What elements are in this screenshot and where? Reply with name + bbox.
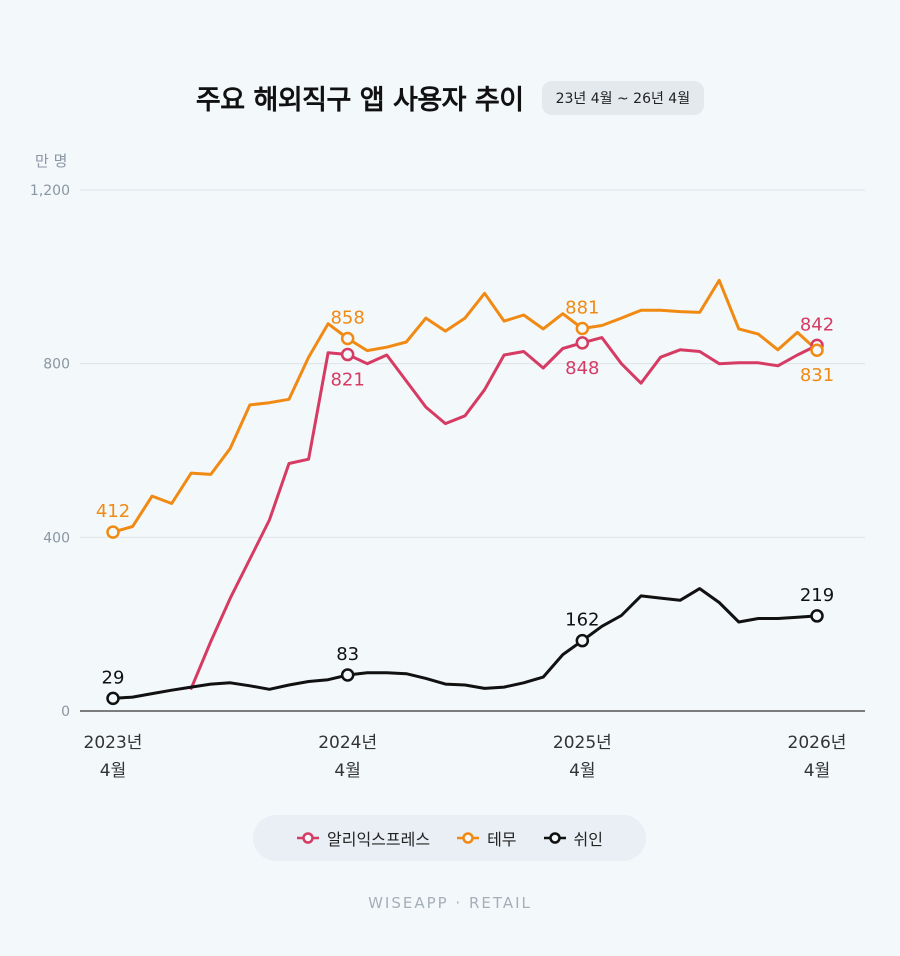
data-label: 842: [800, 314, 834, 335]
x-tick-label-year: 2024년: [318, 733, 377, 753]
x-tick-label-year: 2025년: [553, 733, 612, 753]
data-point-marker: [575, 321, 590, 336]
data-label: 412: [96, 501, 130, 522]
y-tick-label: 1,200: [30, 183, 70, 199]
data-point-marker: [575, 336, 590, 350]
x-axis-ticks: 2023년 4월 2024년 4월 2025년 4월 2026년 4월: [84, 733, 847, 781]
period-badge: 23년 4월 ~ 26년 4월: [541, 80, 705, 115]
footer-brand: WISEAPP · RETAIL: [368, 894, 532, 912]
line-chart: 0 400 800 1,200 2023년 4월 2024년 4월 2025년 4월 2026년 4…: [30, 183, 865, 781]
gridlines: [80, 189, 865, 712]
data-point-marker: [810, 609, 824, 623]
series-markers: [106, 321, 824, 706]
legend: 알리익스프레스 테무 쉬인: [253, 815, 646, 861]
x-tick-label-year: 2026년: [788, 733, 847, 753]
y-tick-label: 0: [61, 704, 70, 720]
y-axis-ticks: 0 400 800 1,200: [30, 183, 70, 720]
x-tick-label-year: 2023년: [84, 733, 143, 753]
y-unit-label: 만 명: [35, 152, 68, 170]
data-label: 848: [565, 358, 599, 379]
data-point-marker: [575, 633, 590, 648]
data-label: 29: [102, 667, 125, 688]
legend-label-aliexpress: 알리익스프레스: [327, 830, 431, 849]
legend-item-shein[interactable]: 쉬인: [543, 826, 603, 850]
data-point-marker: [340, 331, 355, 346]
x-tick-label-month: 4월: [334, 761, 360, 781]
aliexpress-legend-marker-icon: [297, 832, 320, 844]
title-row: 주요 해외직구 앱 사용자 추이 23년 4월 ~ 26년 4월: [0, 78, 900, 117]
legend-item-temu[interactable]: 테무: [456, 826, 517, 850]
temu-legend-marker-icon: [457, 832, 480, 844]
x-tick-label-month: 4월: [569, 761, 595, 781]
data-point-marker: [106, 691, 120, 706]
y-tick-label: 800: [43, 357, 70, 373]
series-line-2: [111, 587, 819, 700]
legend-item-aliexpress[interactable]: 알리익스프레스: [296, 826, 430, 850]
x-tick-label-month: 4월: [804, 761, 830, 781]
data-label: 858: [330, 307, 364, 328]
data-point-marker: [106, 525, 120, 539]
data-label: 219: [800, 585, 834, 606]
data-point-marker: [340, 347, 355, 362]
data-label: 831: [800, 365, 834, 386]
legend-label-shein: 쉬인: [573, 830, 603, 849]
data-label: 162: [565, 610, 599, 631]
data-point-marker: [340, 668, 355, 682]
series-lines: [111, 278, 819, 700]
data-label: 83: [336, 644, 359, 665]
series-line-0: [189, 336, 819, 690]
data-label: 821: [330, 370, 364, 391]
legend-label-temu: 테무: [487, 830, 517, 849]
data-point-marker: [810, 343, 824, 357]
shein-legend-marker-icon: [543, 832, 566, 844]
series-line-1: [111, 278, 819, 534]
chart-title: 주요 해외직구 앱 사용자 추이: [195, 85, 524, 116]
y-tick-label: 400: [43, 530, 70, 546]
data-label: 881: [565, 297, 599, 318]
data-labels: 821 848 842 412 858 881 831 29 83 162 219: [96, 297, 834, 688]
x-tick-label-month: 4월: [100, 761, 126, 781]
